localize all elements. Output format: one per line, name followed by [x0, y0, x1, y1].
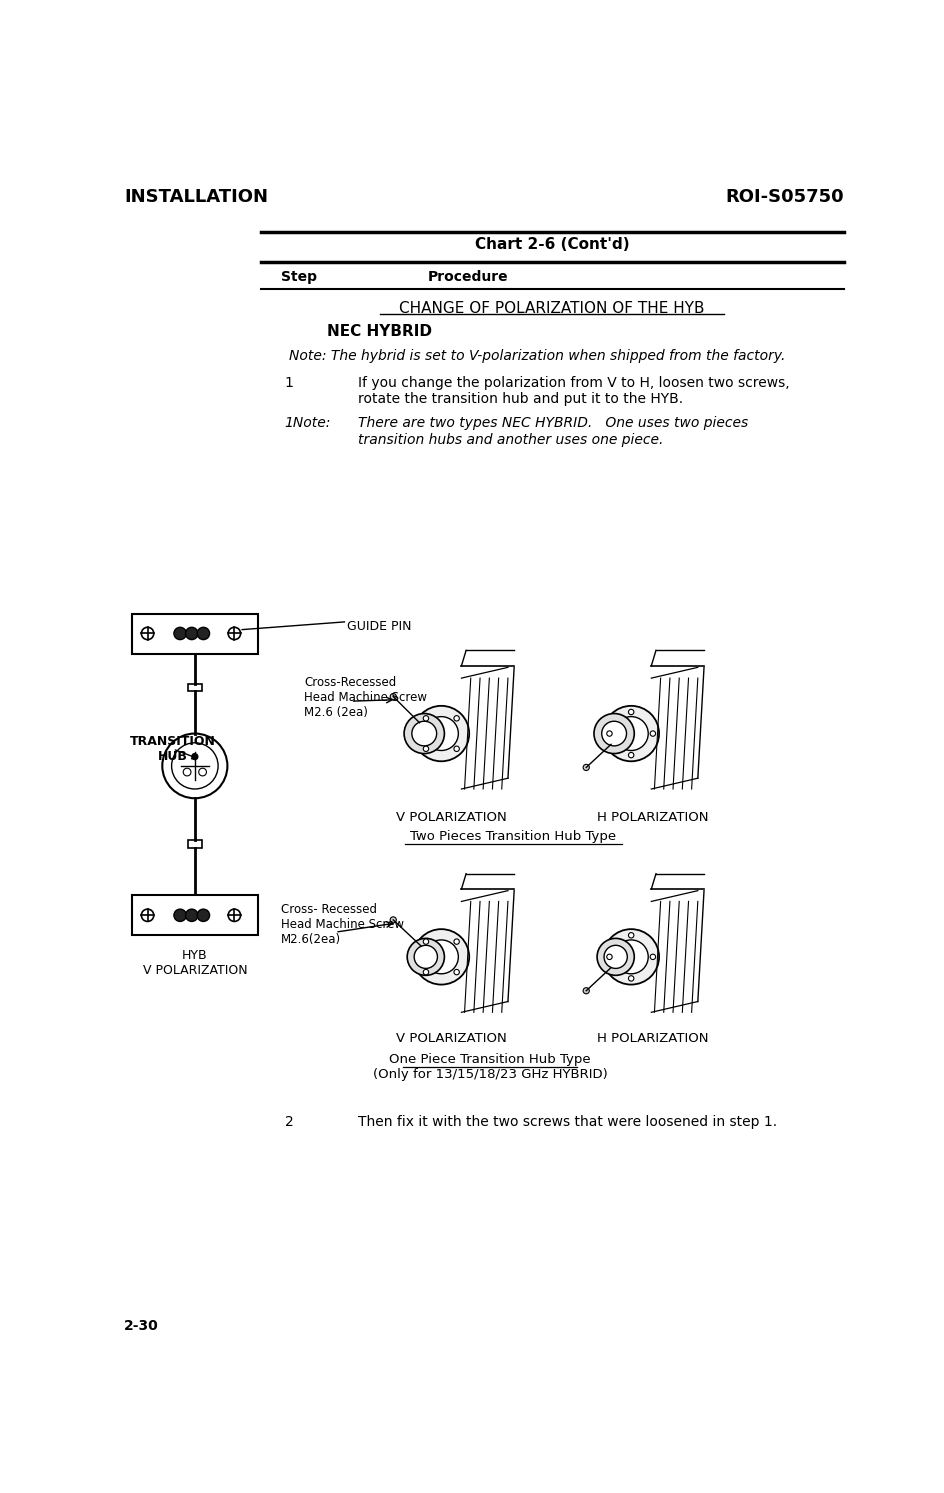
Circle shape	[162, 733, 228, 799]
Circle shape	[594, 714, 633, 754]
Text: 1Note:: 1Note:	[284, 417, 330, 430]
Circle shape	[228, 627, 241, 639]
Circle shape	[453, 939, 459, 944]
Circle shape	[413, 945, 437, 969]
Text: NEC HYBRID: NEC HYBRID	[327, 324, 432, 339]
Circle shape	[602, 706, 658, 761]
Circle shape	[614, 941, 648, 973]
Circle shape	[423, 715, 429, 721]
Circle shape	[185, 627, 197, 639]
Circle shape	[174, 627, 186, 639]
Text: One Piece Transition Hub Type
(Only for 13/15/18/23 GHz HYBRID): One Piece Transition Hub Type (Only for …	[372, 1053, 607, 1081]
Text: ROI-S05750: ROI-S05750	[725, 188, 843, 206]
Text: CHANGE OF POLARIZATION OF THE HYB: CHANGE OF POLARIZATION OF THE HYB	[399, 300, 704, 317]
Circle shape	[412, 721, 436, 746]
Circle shape	[424, 941, 458, 973]
Circle shape	[649, 954, 655, 960]
Circle shape	[453, 715, 459, 721]
Circle shape	[582, 764, 589, 770]
Circle shape	[192, 754, 197, 760]
Text: H POLARIZATION: H POLARIZATION	[597, 811, 708, 824]
Bar	[188, 841, 202, 848]
Circle shape	[628, 976, 633, 981]
Text: Cross- Recessed
Head Machine Screw
M2.6(2ea): Cross- Recessed Head Machine Screw M2.6(…	[280, 903, 403, 947]
Text: Note: The hybrid is set to V-polarization when shipped from the factory.: Note: The hybrid is set to V-polarizatio…	[288, 348, 784, 363]
Circle shape	[228, 909, 241, 921]
Circle shape	[404, 714, 444, 754]
Circle shape	[603, 945, 627, 969]
Circle shape	[423, 746, 429, 751]
Text: If you change the polarization from V to H, loosen two screws,
rotate the transi: If you change the polarization from V to…	[358, 376, 789, 406]
Text: 2-30: 2-30	[125, 1318, 159, 1333]
Text: 2: 2	[284, 1115, 294, 1129]
Circle shape	[649, 732, 655, 736]
Circle shape	[185, 909, 197, 921]
Text: Procedure: Procedure	[428, 270, 508, 284]
Text: TRANSITION
HUB: TRANSITION HUB	[129, 735, 215, 763]
Text: GUIDE PIN: GUIDE PIN	[346, 620, 411, 633]
Circle shape	[413, 929, 469, 984]
Circle shape	[390, 917, 396, 923]
Text: Step: Step	[280, 270, 316, 284]
Circle shape	[453, 746, 459, 751]
Circle shape	[413, 706, 469, 761]
Text: Cross-Recessed
Head Machine Screw
M2.6 (2ea): Cross-Recessed Head Machine Screw M2.6 (…	[304, 676, 427, 718]
Circle shape	[424, 717, 458, 751]
Text: H POLARIZATION: H POLARIZATION	[597, 1032, 708, 1045]
Text: HYB
V POLARIZATION: HYB V POLARIZATION	[143, 950, 247, 976]
Circle shape	[423, 939, 429, 944]
Circle shape	[197, 909, 210, 921]
Circle shape	[606, 732, 612, 736]
Text: V POLARIZATION: V POLARIZATION	[396, 1032, 506, 1045]
Circle shape	[453, 969, 459, 975]
Circle shape	[198, 769, 206, 776]
Text: There are two types NEC HYBRID.   One uses two pieces
transition hubs and anothe: There are two types NEC HYBRID. One uses…	[358, 417, 748, 446]
Text: INSTALLATION: INSTALLATION	[125, 188, 268, 206]
Circle shape	[628, 933, 633, 938]
Circle shape	[601, 721, 626, 746]
Circle shape	[390, 694, 396, 700]
Circle shape	[614, 717, 648, 751]
Circle shape	[197, 627, 210, 639]
Circle shape	[142, 909, 154, 921]
Text: Two Pieces Transition Hub Type: Two Pieces Transition Hub Type	[410, 830, 615, 844]
Circle shape	[172, 744, 218, 788]
Circle shape	[628, 752, 633, 758]
Circle shape	[602, 929, 658, 984]
Circle shape	[183, 769, 191, 776]
Circle shape	[606, 954, 612, 960]
Circle shape	[597, 939, 633, 975]
Text: 1: 1	[284, 376, 294, 390]
Text: V POLARIZATION: V POLARIZATION	[396, 811, 506, 824]
Circle shape	[628, 709, 633, 715]
Circle shape	[582, 988, 589, 994]
Circle shape	[174, 909, 186, 921]
Bar	[188, 684, 202, 691]
Bar	[132, 896, 258, 935]
Bar	[132, 614, 258, 654]
Circle shape	[142, 627, 154, 639]
Circle shape	[423, 969, 429, 975]
Text: Chart 2-6 (Cont'd): Chart 2-6 (Cont'd)	[474, 237, 629, 252]
Circle shape	[407, 939, 444, 975]
Text: Then fix it with the two screws that were loosened in step 1.: Then fix it with the two screws that wer…	[358, 1115, 777, 1129]
